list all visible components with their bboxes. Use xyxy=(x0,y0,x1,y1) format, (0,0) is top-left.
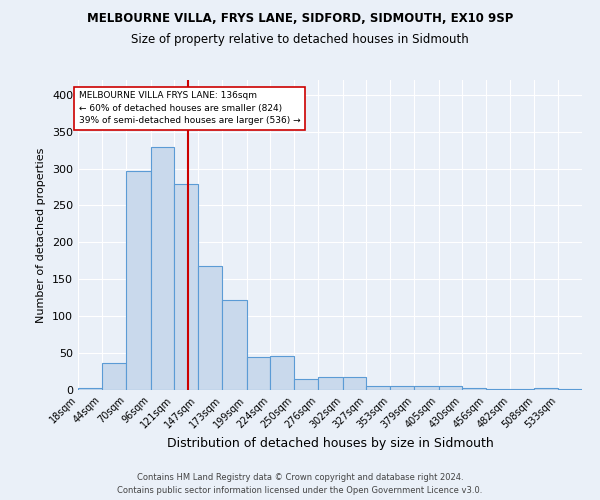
Bar xyxy=(439,386,462,390)
X-axis label: Distribution of detached houses by size in Sidmouth: Distribution of detached houses by size … xyxy=(167,436,493,450)
Bar xyxy=(366,386,390,390)
Bar xyxy=(127,171,151,390)
Bar xyxy=(223,300,247,390)
Bar xyxy=(486,388,510,390)
Bar xyxy=(174,184,198,390)
Bar xyxy=(151,147,174,390)
Bar xyxy=(462,388,486,390)
Text: Size of property relative to detached houses in Sidmouth: Size of property relative to detached ho… xyxy=(131,32,469,46)
Bar xyxy=(78,388,102,390)
Y-axis label: Number of detached properties: Number of detached properties xyxy=(37,148,46,322)
Bar xyxy=(343,376,366,390)
Text: MELBOURNE VILLA FRYS LANE: 136sqm
← 60% of detached houses are smaller (824)
39%: MELBOURNE VILLA FRYS LANE: 136sqm ← 60% … xyxy=(79,91,301,125)
Bar xyxy=(390,386,415,390)
Bar xyxy=(247,357,270,390)
Bar xyxy=(415,386,439,390)
Bar xyxy=(294,379,319,390)
Text: MELBOURNE VILLA, FRYS LANE, SIDFORD, SIDMOUTH, EX10 9SP: MELBOURNE VILLA, FRYS LANE, SIDFORD, SID… xyxy=(87,12,513,26)
Bar xyxy=(319,378,343,390)
Bar xyxy=(198,266,223,390)
Bar xyxy=(535,388,558,390)
Bar xyxy=(270,356,294,390)
Bar xyxy=(102,362,127,390)
Text: Contains HM Land Registry data © Crown copyright and database right 2024.: Contains HM Land Registry data © Crown c… xyxy=(137,474,463,482)
Text: Contains public sector information licensed under the Open Government Licence v3: Contains public sector information licen… xyxy=(118,486,482,495)
